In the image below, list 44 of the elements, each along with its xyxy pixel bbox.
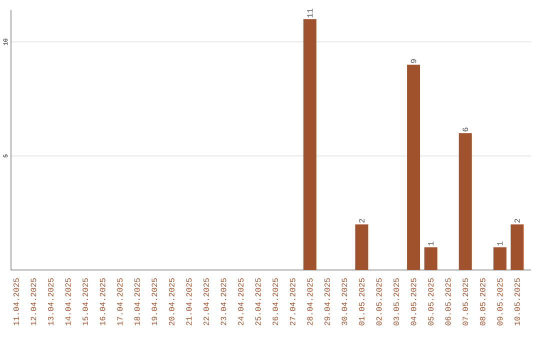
x-tick-label: 14.04.2025 [65, 278, 71, 326]
x-tick-label: 20.04.2025 [168, 278, 174, 326]
x-tick-label: 25.04.2025 [255, 278, 261, 326]
data-label: 9 [410, 59, 416, 63]
bar [493, 247, 506, 270]
x-tick-label: 03.05.2025 [394, 278, 399, 326]
x-tick-label: 04.05.2025 [410, 278, 416, 326]
data-label: 1 [428, 242, 434, 246]
bar [510, 224, 524, 270]
bar [355, 224, 368, 270]
x-tick-label: 29.04.2025 [324, 278, 330, 326]
x-tick-label: 13.04.2025 [48, 278, 54, 326]
x-tick-label: 28.04.2025 [307, 278, 313, 326]
bar [407, 64, 420, 270]
x-tick-label: 02.05.2025 [376, 278, 382, 326]
bar [458, 133, 472, 270]
x-tick-label: 21.04.2025 [186, 278, 192, 326]
x-tick-label: 12.04.2025 [30, 278, 36, 326]
x-tick-label: 06.05.2025 [445, 278, 451, 326]
bar [424, 247, 438, 270]
bar [303, 19, 316, 270]
x-tick-label: 15.04.2025 [82, 278, 88, 326]
x-tick-label: 27.04.2025 [290, 278, 296, 326]
x-tick-label: 23.04.2025 [220, 278, 226, 326]
data-label: 6 [462, 128, 468, 132]
x-tick-label: 19.04.2025 [152, 278, 158, 326]
x-tick-label: 01.05.2025 [358, 278, 364, 326]
x-tick-label: 05.05.2025 [428, 278, 434, 326]
data-label: 2 [359, 218, 364, 223]
x-tick-label: 30.04.2025 [342, 278, 348, 326]
x-tick-label: 07.05.2025 [462, 278, 468, 326]
x-tick-label: 16.04.2025 [100, 278, 106, 326]
x-tick-label: 11.04.2025 [13, 278, 19, 326]
x-tick-label: 18.04.2025 [134, 278, 140, 326]
data-label: 11 [307, 8, 313, 18]
x-tick-label: 22.04.2025 [204, 278, 209, 326]
x-tick-label: 17.04.2025 [117, 278, 123, 326]
x-tick-label: 09.05.2025 [497, 278, 503, 326]
x-tick-label: 08.05.2025 [480, 278, 486, 326]
x-tick-label: 10.05.2025 [514, 278, 520, 326]
x-tick-label: 26.04.2025 [272, 278, 278, 326]
data-label: 2 [514, 218, 520, 223]
x-tick-label: 24.04.2025 [238, 278, 244, 326]
data-label: 1 [497, 242, 503, 246]
